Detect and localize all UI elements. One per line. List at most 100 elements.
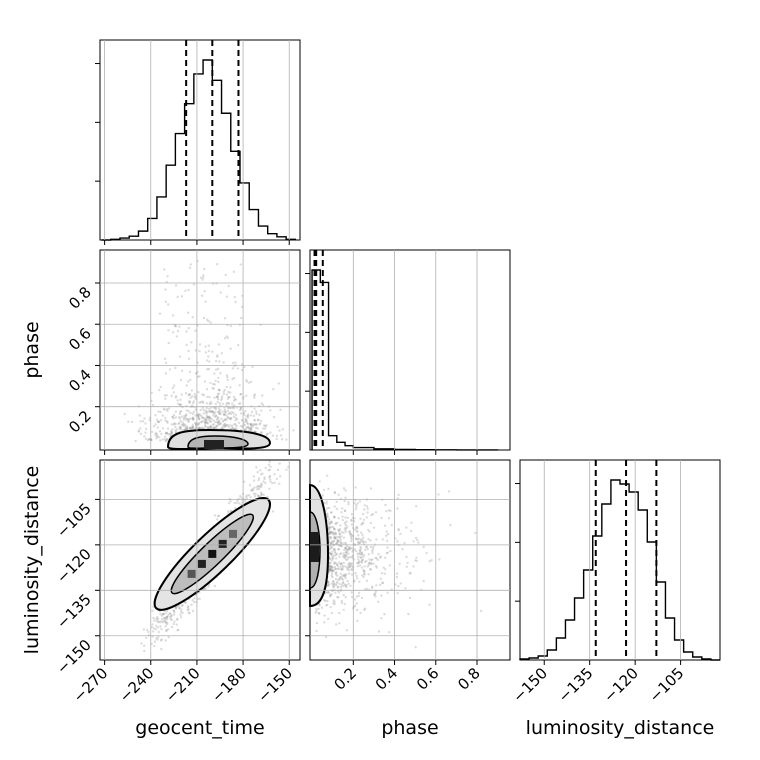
scatter-point-luminosity-distance-vs-phase bbox=[327, 506, 331, 510]
scatter-point-phase-vs-geocent-time bbox=[187, 357, 191, 360]
scatter-point-luminosity-distance-vs-phase bbox=[345, 554, 348, 557]
ytick-label-luminosity-distance: −105 bbox=[53, 499, 95, 541]
scatter-point-phase-vs-geocent-time bbox=[220, 398, 223, 402]
scatter-point-phase-vs-geocent-time bbox=[214, 411, 217, 414]
scatter-point-luminosity-distance-vs-geocent-time bbox=[278, 482, 281, 485]
scatter-point-luminosity-distance-vs-phase bbox=[404, 587, 407, 590]
scatter-point-luminosity-distance-vs-geocent-time bbox=[164, 612, 167, 615]
scatter-point-luminosity-distance-vs-phase bbox=[343, 573, 346, 576]
scatter-point-phase-vs-geocent-time bbox=[229, 406, 233, 409]
scatter-point-luminosity-distance-vs-phase bbox=[337, 548, 340, 551]
scatter-point-luminosity-distance-vs-geocent-time bbox=[164, 618, 167, 622]
scatter-point-luminosity-distance-vs-phase bbox=[363, 504, 366, 507]
scatter-point-phase-vs-geocent-time bbox=[183, 414, 186, 418]
scatter-point-phase-vs-geocent-time bbox=[175, 431, 178, 434]
scatter-point-luminosity-distance-vs-geocent-time bbox=[152, 630, 155, 633]
scatter-point-luminosity-distance-vs-phase bbox=[378, 583, 382, 586]
scatter-point-phase-vs-geocent-time bbox=[222, 361, 225, 364]
scatter-point-luminosity-distance-vs-phase bbox=[369, 539, 372, 542]
scatter-point-phase-vs-geocent-time bbox=[214, 415, 217, 419]
scatter-point-phase-vs-geocent-time bbox=[239, 412, 243, 415]
scatter-point-phase-vs-geocent-time bbox=[198, 413, 202, 416]
scatter-point-luminosity-distance-vs-phase bbox=[335, 500, 338, 504]
scatter-point-luminosity-distance-vs-geocent-time bbox=[163, 616, 166, 620]
scatter-point-luminosity-distance-vs-geocent-time bbox=[244, 495, 248, 498]
scatter-point-phase-vs-geocent-time bbox=[216, 400, 219, 404]
scatter-point-phase-vs-geocent-time bbox=[166, 421, 169, 424]
scatter-point-phase-vs-geocent-time bbox=[214, 414, 217, 417]
scatter-point-luminosity-distance-vs-phase bbox=[330, 540, 334, 543]
scatter-point-luminosity-distance-vs-phase bbox=[363, 560, 367, 563]
density-core-phase-vs-geocent-time bbox=[204, 440, 224, 449]
scatter-point-phase-vs-geocent-time bbox=[188, 370, 192, 373]
scatter-point-luminosity-distance-vs-phase bbox=[344, 516, 347, 519]
scatter-point-luminosity-distance-vs-geocent-time bbox=[140, 642, 143, 645]
scatter-point-luminosity-distance-vs-phase bbox=[345, 558, 348, 561]
scatter-point-phase-vs-geocent-time bbox=[170, 432, 173, 435]
scatter-point-phase-vs-geocent-time bbox=[216, 423, 220, 426]
scatter-point-phase-vs-geocent-time bbox=[249, 427, 252, 431]
scatter-point-phase-vs-geocent-time bbox=[201, 416, 204, 419]
scatter-point-luminosity-distance-vs-phase bbox=[342, 542, 345, 545]
scatter-point-luminosity-distance-vs-phase bbox=[343, 509, 347, 513]
scatter-point-luminosity-distance-vs-phase bbox=[410, 521, 413, 524]
scatter-point-luminosity-distance-vs-phase bbox=[355, 608, 359, 612]
scatter-point-phase-vs-geocent-time bbox=[156, 418, 159, 421]
scatter-point-luminosity-distance-vs-geocent-time bbox=[258, 485, 261, 489]
scatter-point-luminosity-distance-vs-phase bbox=[330, 565, 333, 568]
scatter-point-luminosity-distance-vs-phase bbox=[379, 556, 382, 559]
scatter-point-luminosity-distance-vs-geocent-time bbox=[169, 612, 172, 615]
scatter-point-luminosity-distance-vs-phase bbox=[357, 540, 360, 544]
scatter-point-phase-vs-geocent-time bbox=[204, 425, 207, 428]
scatter-point-phase-vs-geocent-time bbox=[204, 411, 208, 414]
scatter-point-phase-vs-geocent-time bbox=[217, 421, 220, 424]
scatter-point-phase-vs-geocent-time bbox=[240, 316, 243, 320]
scatter-point-luminosity-distance-vs-phase bbox=[449, 523, 452, 527]
scatter-point-luminosity-distance-vs-phase bbox=[344, 584, 347, 587]
scatter-point-phase-vs-geocent-time bbox=[212, 382, 215, 386]
scatter-point-luminosity-distance-vs-geocent-time bbox=[142, 628, 146, 631]
scatter-point-luminosity-distance-vs-phase bbox=[344, 576, 347, 580]
scatter-point-luminosity-distance-vs-phase bbox=[332, 539, 336, 543]
scatter-point-luminosity-distance-vs-geocent-time bbox=[248, 484, 252, 487]
scatter-point-luminosity-distance-vs-phase bbox=[341, 564, 344, 567]
scatter-point-luminosity-distance-vs-phase bbox=[362, 555, 365, 559]
scatter-point-luminosity-distance-vs-phase bbox=[349, 532, 352, 536]
scatter-point-phase-vs-geocent-time bbox=[163, 357, 167, 360]
scatter-point-luminosity-distance-vs-geocent-time bbox=[151, 623, 154, 626]
scatter-point-phase-vs-geocent-time bbox=[194, 408, 197, 412]
scatter-point-luminosity-distance-vs-geocent-time bbox=[164, 620, 167, 624]
scatter-point-luminosity-distance-vs-phase bbox=[371, 586, 374, 590]
scatter-point-luminosity-distance-vs-phase bbox=[415, 505, 418, 508]
scatter-point-phase-vs-geocent-time bbox=[243, 428, 247, 431]
scatter-point-luminosity-distance-vs-phase bbox=[343, 602, 346, 606]
scatter-point-luminosity-distance-vs-phase bbox=[375, 538, 378, 541]
scatter-point-phase-vs-geocent-time bbox=[202, 412, 205, 415]
scatter-point-luminosity-distance-vs-phase bbox=[329, 530, 332, 533]
scatter-point-luminosity-distance-vs-geocent-time bbox=[253, 495, 257, 498]
scatter-point-luminosity-distance-vs-phase bbox=[348, 565, 351, 569]
scatter-point-luminosity-distance-vs-phase bbox=[339, 541, 343, 545]
scatter-point-luminosity-distance-vs-phase bbox=[343, 546, 347, 550]
scatter-point-phase-vs-geocent-time bbox=[148, 438, 151, 441]
scatter-point-luminosity-distance-vs-phase bbox=[339, 572, 342, 575]
scatter-point-luminosity-distance-vs-phase bbox=[315, 629, 318, 633]
scatter-point-phase-vs-geocent-time bbox=[207, 344, 210, 347]
scatter-point-luminosity-distance-vs-phase bbox=[384, 556, 387, 559]
scatter-point-luminosity-distance-vs-geocent-time bbox=[161, 620, 164, 624]
scatter-point-luminosity-distance-vs-phase bbox=[396, 592, 399, 595]
scatter-point-luminosity-distance-vs-phase bbox=[334, 561, 337, 565]
scatter-point-phase-vs-geocent-time bbox=[187, 394, 191, 397]
scatter-point-luminosity-distance-vs-phase bbox=[333, 536, 336, 539]
scatter-point-luminosity-distance-vs-phase bbox=[315, 607, 318, 611]
scatter-point-phase-vs-geocent-time bbox=[253, 396, 256, 399]
scatter-point-luminosity-distance-vs-phase bbox=[385, 552, 388, 555]
scatter-point-phase-vs-geocent-time bbox=[146, 438, 150, 442]
scatter-point-luminosity-distance-vs-phase bbox=[330, 566, 334, 569]
scatter-point-luminosity-distance-vs-phase bbox=[330, 531, 333, 534]
scatter-point-phase-vs-geocent-time bbox=[191, 417, 194, 420]
scatter-point-luminosity-distance-vs-phase bbox=[328, 551, 331, 554]
scatter-point-phase-vs-geocent-time bbox=[233, 404, 236, 407]
scatter-point-luminosity-distance-vs-geocent-time bbox=[229, 500, 232, 503]
scatter-point-phase-vs-geocent-time bbox=[207, 416, 210, 419]
